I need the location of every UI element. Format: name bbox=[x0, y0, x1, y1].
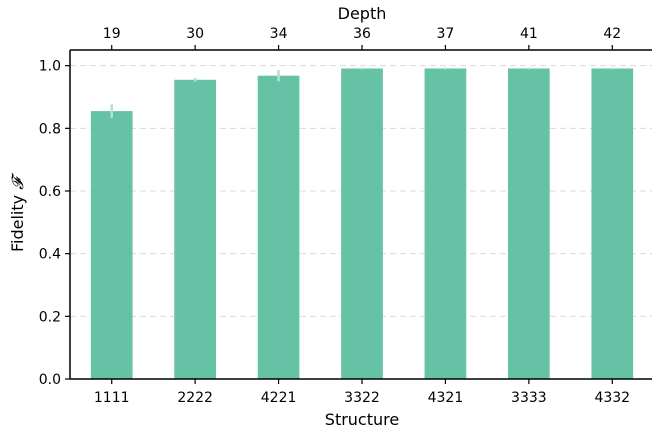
y-tick-label: 0.4 bbox=[39, 247, 61, 263]
top-tick-label: 36 bbox=[353, 26, 371, 42]
bar bbox=[257, 75, 300, 380]
top-tick-label: 41 bbox=[520, 26, 538, 42]
bar bbox=[424, 68, 467, 379]
top-tick-label: 37 bbox=[437, 26, 455, 42]
x-tick-label: 3333 bbox=[511, 390, 547, 406]
bar bbox=[591, 68, 634, 379]
top-tick-label: 42 bbox=[603, 26, 621, 42]
top-tick-label: 30 bbox=[186, 26, 204, 42]
y-tick-label: 0.6 bbox=[39, 184, 61, 200]
y-axis-title-text: Fidelity bbox=[8, 195, 27, 252]
x-tick-label: 4221 bbox=[261, 390, 297, 406]
x-tick-label: 4321 bbox=[428, 390, 464, 406]
x-tick-label: 1111 bbox=[94, 390, 130, 406]
x-tick-label: 4332 bbox=[594, 390, 630, 406]
y-axis-title: Fidelity 𝓕 bbox=[8, 172, 27, 252]
bar bbox=[341, 68, 383, 379]
y-tick-label: 0.8 bbox=[39, 121, 61, 137]
y-tick-label: 0.0 bbox=[39, 372, 61, 388]
axes-layer bbox=[65, 45, 652, 384]
top-tick-label: 19 bbox=[103, 26, 121, 42]
top-tick-label: 34 bbox=[270, 26, 288, 42]
y-axis-title-symbol: 𝓕 bbox=[8, 172, 27, 190]
x-tick-label: 3322 bbox=[344, 390, 380, 406]
x-tick-label: 2222 bbox=[177, 390, 213, 406]
bar bbox=[174, 79, 216, 380]
y-tick-label: 1.0 bbox=[39, 59, 61, 75]
x-axis-title: Structure bbox=[325, 410, 399, 429]
top-axis-title: Depth bbox=[338, 4, 387, 23]
y-tick-label: 0.2 bbox=[39, 309, 61, 325]
labels-layer: 0.0 0.2 0.4 0.6 0.8 1.0 1111 19 2222 30 4221 34 3322… bbox=[39, 26, 630, 406]
bars-layer bbox=[90, 67, 634, 380]
bar bbox=[90, 111, 133, 379]
bar bbox=[508, 68, 550, 379]
